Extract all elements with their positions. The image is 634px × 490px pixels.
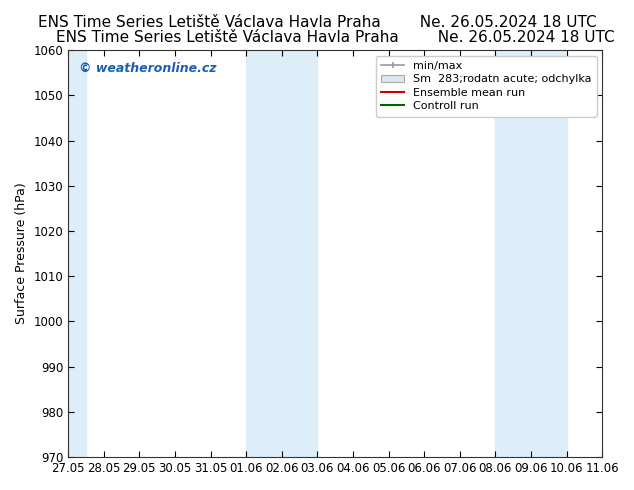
Title: ENS Time Series Letiště Václava Havla Praha        Ne. 26.05.2024 18 UTC: ENS Time Series Letiště Václava Havla Pr… — [56, 30, 614, 45]
Bar — [68, 50, 86, 457]
Y-axis label: Surface Pressure (hPa): Surface Pressure (hPa) — [15, 183, 28, 324]
Bar — [246, 50, 318, 457]
Legend: min/max, Sm  283;rodatn acute; odchylka, Ensemble mean run, Controll run: min/max, Sm 283;rodatn acute; odchylka, … — [376, 55, 597, 117]
Text: © weatheronline.cz: © weatheronline.cz — [79, 62, 216, 75]
Bar — [495, 50, 567, 457]
Text: ENS Time Series Letiště Václava Havla Praha        Ne. 26.05.2024 18 UTC: ENS Time Series Letiště Václava Havla Pr… — [37, 15, 597, 30]
